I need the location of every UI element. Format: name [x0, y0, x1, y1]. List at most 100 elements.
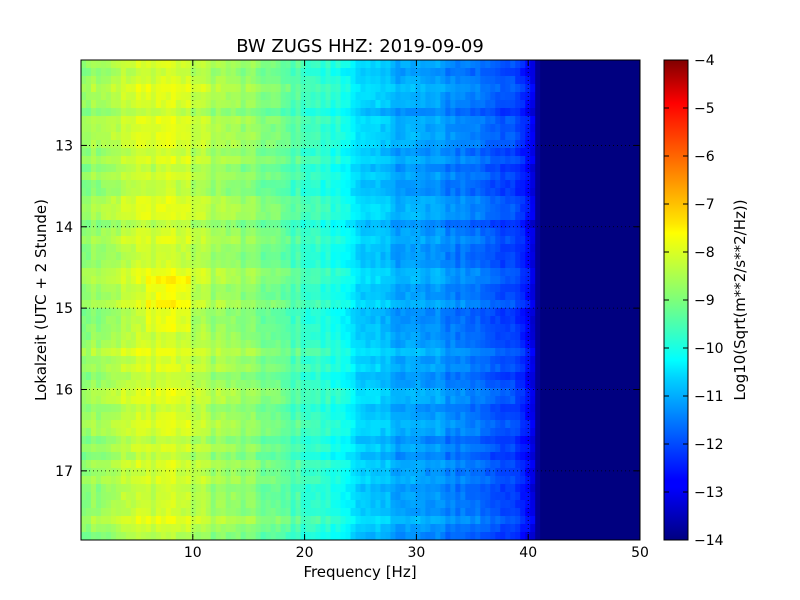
heatmap-cell [255, 148, 262, 157]
heatmap-cell [520, 100, 526, 109]
heatmap-cell [440, 156, 446, 165]
heatmap-cell [600, 300, 606, 309]
heatmap-cell [585, 396, 591, 405]
heatmap-cell [590, 356, 596, 365]
heatmap-cell [630, 188, 636, 197]
heatmap-cell [425, 404, 431, 413]
heatmap-cell [620, 252, 626, 261]
heatmap-cell [205, 116, 212, 125]
heatmap-cell [85, 68, 92, 77]
heatmap-cell [255, 364, 262, 373]
heatmap-cell [605, 308, 611, 317]
heatmap-cell [510, 164, 516, 173]
heatmap-cell [280, 260, 287, 269]
heatmap-cell [520, 404, 526, 413]
heatmap-cell [210, 260, 217, 269]
heatmap-cell [85, 84, 92, 93]
heatmap-cell [270, 300, 277, 309]
heatmap-cell [355, 324, 362, 333]
heatmap-cell [560, 284, 566, 293]
heatmap-cell [355, 204, 362, 213]
heatmap-cell [350, 204, 357, 213]
heatmap-cell [145, 380, 152, 389]
heatmap-cell [285, 68, 292, 77]
heatmap-cell [180, 404, 187, 413]
heatmap-cell [245, 196, 252, 205]
heatmap-cell [315, 380, 322, 389]
heatmap-cell [145, 236, 152, 245]
heatmap-cell [160, 364, 167, 373]
heatmap-cell [580, 300, 586, 309]
heatmap-cell [205, 84, 212, 93]
heatmap-cell [530, 292, 536, 301]
heatmap-cell [370, 76, 377, 85]
heatmap-cell [595, 204, 601, 213]
heatmap-cell [425, 308, 431, 317]
heatmap-cell [115, 276, 122, 285]
heatmap-cell [550, 348, 556, 357]
heatmap-cell [360, 188, 367, 197]
heatmap-cell [265, 156, 272, 165]
heatmap-cell [85, 228, 92, 237]
heatmap-cell [105, 404, 112, 413]
heatmap-cell [235, 244, 242, 253]
heatmap-cell [310, 356, 317, 365]
heatmap-cell [490, 196, 496, 205]
heatmap-cell [600, 76, 606, 85]
heatmap-cell [485, 60, 491, 69]
heatmap-cell [450, 172, 456, 181]
heatmap-cell [145, 340, 152, 349]
heatmap-cell [505, 180, 511, 189]
heatmap-cell [345, 412, 352, 421]
heatmap-cell [205, 132, 212, 141]
heatmap-cell [125, 316, 132, 325]
heatmap-cell [295, 172, 302, 181]
heatmap-cell [250, 348, 257, 357]
heatmap-cell [225, 220, 232, 229]
heatmap-cell [560, 396, 566, 405]
heatmap-cell [495, 148, 501, 157]
heatmap-cell [265, 92, 272, 101]
heatmap-cell [450, 108, 456, 117]
heatmap-cell [190, 324, 197, 333]
heatmap-cell [585, 252, 591, 261]
heatmap-cell [500, 68, 506, 77]
heatmap-cell [635, 172, 640, 181]
heatmap-cell [485, 172, 491, 181]
heatmap-cell [235, 356, 242, 365]
heatmap-cell [355, 380, 362, 389]
heatmap-cell [455, 348, 461, 357]
heatmap-cell [575, 308, 581, 317]
heatmap-cell [375, 172, 382, 181]
heatmap-cell [415, 196, 421, 205]
heatmap-cell [370, 92, 377, 101]
heatmap-cell [605, 284, 611, 293]
heatmap-cell [370, 364, 377, 373]
heatmap-cell [465, 60, 471, 69]
heatmap-cell [470, 132, 476, 141]
heatmap-cell [100, 228, 107, 237]
heatmap-cell [520, 260, 526, 269]
heatmap-cell [140, 364, 147, 373]
heatmap-cell [480, 300, 486, 309]
heatmap-cell [530, 148, 536, 157]
heatmap-cell [235, 60, 242, 69]
heatmap-cell [415, 396, 421, 405]
heatmap-cell [270, 172, 277, 181]
heatmap-cell [585, 316, 591, 325]
heatmap-cell [500, 84, 506, 93]
heatmap-cell [315, 180, 322, 189]
heatmap-cell [230, 356, 237, 365]
heatmap-cell [585, 108, 591, 117]
heatmap-cell [315, 252, 322, 261]
heatmap-cell [370, 300, 377, 309]
heatmap-cell [180, 300, 187, 309]
heatmap-cell [540, 148, 546, 157]
heatmap-cell [235, 156, 242, 165]
heatmap-cell [445, 324, 451, 333]
heatmap-cell [225, 164, 232, 173]
heatmap-cell [365, 324, 372, 333]
heatmap-cell [190, 212, 197, 221]
heatmap-cell [425, 156, 431, 165]
heatmap-cell [530, 260, 536, 269]
